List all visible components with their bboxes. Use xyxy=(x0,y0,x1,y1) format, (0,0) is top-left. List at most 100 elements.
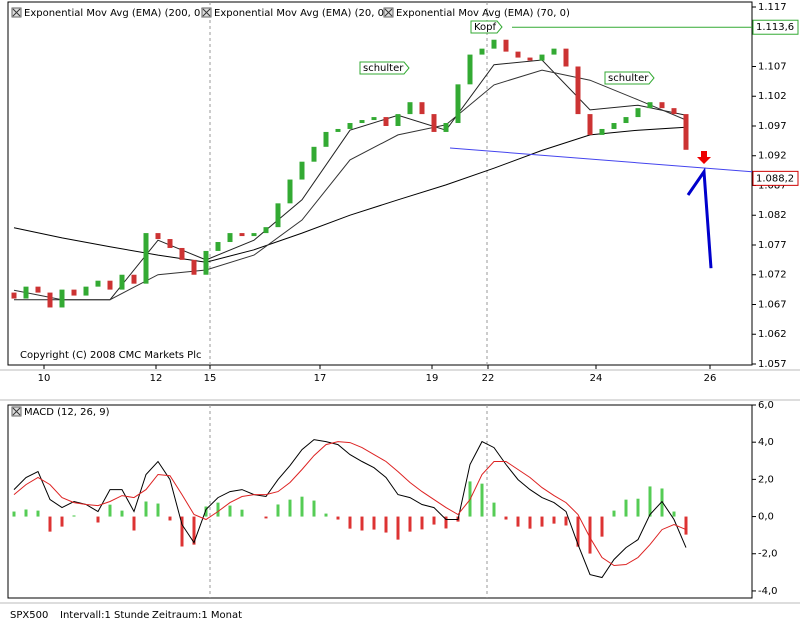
x-tick-label: 22 xyxy=(482,373,495,384)
histogram-bar xyxy=(144,501,148,517)
candle xyxy=(23,286,29,299)
histogram-bar xyxy=(36,510,40,517)
histogram-bar xyxy=(216,502,220,517)
last-price-tag xyxy=(752,170,799,186)
y-tick-label: -4,0 xyxy=(758,586,778,597)
y-tick-label: 1.092 xyxy=(758,151,787,162)
histogram-bar xyxy=(300,496,304,517)
histogram-bar xyxy=(528,516,532,529)
candle xyxy=(455,84,461,124)
pattern-tag xyxy=(359,61,410,75)
y-tick-label: 1.097 xyxy=(758,121,787,132)
candle xyxy=(239,233,245,237)
y-tick-label: 1.102 xyxy=(758,91,787,102)
histogram-bar xyxy=(96,516,100,523)
candle xyxy=(659,102,665,109)
footer-period: Zeitraum:1 Monat xyxy=(152,610,242,621)
histogram-bar xyxy=(72,515,76,517)
histogram-bar xyxy=(24,509,28,517)
candle xyxy=(383,117,389,126)
candle xyxy=(323,131,329,147)
histogram-bar xyxy=(588,516,592,554)
y-tick-label: 1.082 xyxy=(758,210,787,221)
histogram-bar xyxy=(288,499,292,517)
candle xyxy=(623,117,629,124)
candle xyxy=(275,203,281,228)
y-tick-label: 1.072 xyxy=(758,270,787,281)
candle xyxy=(371,117,377,121)
candle xyxy=(59,289,65,308)
candle xyxy=(83,286,89,296)
candle xyxy=(563,48,569,67)
candle xyxy=(527,57,533,61)
candle xyxy=(167,239,173,248)
y-tick-label: 1.057 xyxy=(758,359,787,370)
candle xyxy=(575,66,581,115)
histogram-bar xyxy=(504,516,508,520)
y-tick-label: 2,0 xyxy=(758,474,774,485)
x-tick-label: 12 xyxy=(150,373,163,384)
histogram-bar xyxy=(648,486,652,517)
histogram-bar xyxy=(684,516,688,535)
candle xyxy=(179,247,185,260)
histogram-bar xyxy=(624,499,628,517)
y-tick-label: 0,0 xyxy=(758,512,774,523)
y-tick-label: -2,0 xyxy=(758,549,778,560)
histogram-bar xyxy=(156,503,160,517)
x-tick-label: 10 xyxy=(38,373,51,384)
histogram-bar xyxy=(120,510,124,517)
pattern-label: Kopf xyxy=(474,22,497,33)
x-tick-label: 19 xyxy=(426,373,439,384)
candle xyxy=(551,48,557,55)
pattern-tag xyxy=(604,71,655,85)
histogram-bar xyxy=(204,506,208,517)
candle xyxy=(191,259,197,275)
candle xyxy=(671,108,677,115)
legend-text: Exponential Mov Avg (EMA) (20, 0) xyxy=(214,8,388,19)
histogram-bar xyxy=(432,516,436,525)
histogram-bar xyxy=(660,488,664,517)
histogram-bar xyxy=(636,498,640,517)
candle xyxy=(431,114,437,132)
macd-line xyxy=(13,439,687,579)
candle xyxy=(683,114,689,150)
legend-icon-x xyxy=(384,8,393,17)
legend: Exponential Mov Avg (EMA) (200, 0) Expon… xyxy=(11,7,570,19)
footer-interval: Intervall:1 Stunde xyxy=(60,610,149,621)
legend-text: Exponential Mov Avg (EMA) (200, 0) xyxy=(24,8,204,19)
candle xyxy=(395,114,401,126)
candle xyxy=(479,48,485,55)
candle xyxy=(443,123,449,132)
x-tick-label: 17 xyxy=(314,373,327,384)
price-panel xyxy=(7,1,753,366)
candle xyxy=(587,114,593,135)
x-tick-label: 26 xyxy=(704,373,717,384)
candle xyxy=(419,102,425,115)
candle xyxy=(107,280,113,290)
candle xyxy=(335,128,341,132)
candle xyxy=(299,161,305,180)
legend-text: Exponential Mov Avg (EMA) (70, 0) xyxy=(396,8,570,19)
candle xyxy=(407,102,413,115)
histogram-bar xyxy=(276,504,280,517)
histogram-bar xyxy=(336,516,340,520)
candle xyxy=(515,51,521,58)
histogram-bar xyxy=(132,516,136,531)
candle xyxy=(647,102,653,109)
candle xyxy=(635,108,641,118)
histogram-bar xyxy=(348,516,352,529)
candle xyxy=(47,292,53,308)
macd-line xyxy=(13,441,687,567)
candle xyxy=(347,123,353,129)
candle xyxy=(131,274,137,284)
candle xyxy=(203,250,209,275)
y-tick-label: 6,0 xyxy=(758,400,774,411)
histogram-bar xyxy=(180,516,184,547)
histogram-bar xyxy=(564,516,568,526)
candle xyxy=(251,233,257,237)
down-arrow-icon xyxy=(697,151,711,164)
copyright: Copyright (C) 2008 CMC Markets Plc xyxy=(20,350,201,361)
candle xyxy=(491,39,497,49)
histogram-bar xyxy=(60,516,64,527)
y-tick-label: 1.117 xyxy=(758,2,787,13)
